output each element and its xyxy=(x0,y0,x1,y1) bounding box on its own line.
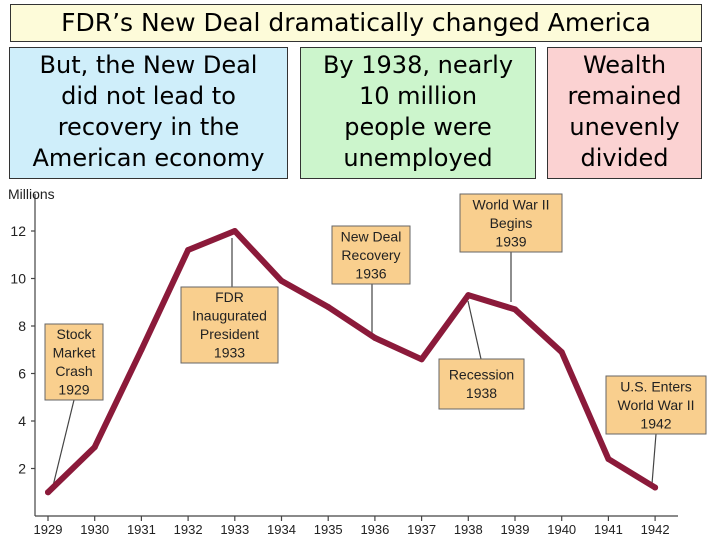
x-tick-label: 1935 xyxy=(314,522,343,537)
annotation-label: FDR xyxy=(215,289,244,305)
annotation-label: 1942 xyxy=(640,415,671,431)
y-tick-label: 12 xyxy=(10,223,26,239)
slide-title: FDR’s New Deal dramatically changed Amer… xyxy=(10,4,702,42)
wealth-note-line: unevenly xyxy=(569,113,680,141)
annotation-box xyxy=(605,375,707,435)
annotation-labels: Stock Market Crash 1929 FDR Inaugurated Presid… xyxy=(44,193,707,435)
annotation-label: Market xyxy=(53,345,96,361)
x-tick-label: 1929 xyxy=(34,522,63,537)
annotation-label: World War II xyxy=(617,397,694,413)
annotation-label: Begins xyxy=(490,215,533,231)
recovery-note-line: did not lead to xyxy=(61,82,236,110)
unemployment-line xyxy=(45,228,659,496)
chart-axes: Millions 2 4 6 8 10 12 1929 1930 1931 1932 1933 1934… xyxy=(8,186,678,537)
recovery-note: But, the New Deal did not lead to recove… xyxy=(9,47,288,179)
unemployment-chart: Millions 2 4 6 8 10 12 1929 1930 1931 1932 1933 1934… xyxy=(8,186,707,537)
x-tick-label: 1939 xyxy=(501,522,530,537)
annotation-label: 1939 xyxy=(495,233,526,249)
annotation-label: 1938 xyxy=(466,385,497,401)
annotation-label: 1929 xyxy=(58,382,89,398)
recovery-note-line: recovery in the xyxy=(57,113,240,141)
annotation-leader-line xyxy=(467,300,482,360)
unemployment-note-line: people were xyxy=(344,113,492,141)
x-tick-label: 1940 xyxy=(547,522,576,537)
annotation-label: Crash xyxy=(55,363,92,379)
wealth-note-line: Wealth xyxy=(582,51,667,79)
wealth-note-line: remained xyxy=(567,82,682,110)
x-tick-label: 1938 xyxy=(454,522,483,537)
annotation-label: World War II xyxy=(472,196,549,212)
annotation-leader-line xyxy=(651,433,657,485)
wealth-note: Wealth remained unevenly divided xyxy=(547,47,702,179)
unemployment-note-line: 10 million xyxy=(358,82,478,110)
unemployment-note-line: unemployed xyxy=(343,144,493,172)
annotation-label: 1936 xyxy=(355,265,386,281)
x-tick-label: 1932 xyxy=(174,522,203,537)
annotation-label: Recovery xyxy=(341,247,400,263)
x-tick-label: 1934 xyxy=(267,522,296,537)
y-axis-title: Millions xyxy=(8,186,55,202)
recovery-note-line: American economy xyxy=(32,144,265,172)
y-tick-label: 4 xyxy=(18,413,26,429)
x-tick-label: 1930 xyxy=(80,522,109,537)
annotation-label: U.S. Enters xyxy=(620,378,692,394)
unemployment-note: By 1938, nearly 10 million people were u… xyxy=(300,47,536,179)
annotation-box xyxy=(44,323,104,401)
annotation-label: Inaugurated xyxy=(192,308,267,324)
annotation-label: New Deal xyxy=(341,228,402,244)
x-tick-label: 1933 xyxy=(220,522,249,537)
x-tick-label: 1937 xyxy=(407,522,436,537)
annotation-box xyxy=(438,358,525,410)
annotation-label: 1933 xyxy=(214,345,245,361)
y-tick-label: 8 xyxy=(18,318,26,334)
x-tick-label: 1941 xyxy=(594,522,623,537)
annotation-label: Recession xyxy=(449,367,514,383)
y-tick-label: 10 xyxy=(10,271,26,287)
annotation-leader-line xyxy=(51,399,75,491)
x-tick-label: 1931 xyxy=(127,522,156,537)
wealth-note-line: divided xyxy=(580,144,669,172)
annotation-label: President xyxy=(200,326,259,342)
y-tick-label: 2 xyxy=(18,461,26,477)
x-tick-label: 1936 xyxy=(360,522,389,537)
annotation-box xyxy=(331,225,411,285)
annotation-box xyxy=(180,286,279,364)
annotation-box xyxy=(459,193,563,253)
x-tick-label: 1942 xyxy=(641,522,670,537)
unemployment-note-line: By 1938, nearly xyxy=(322,51,514,79)
annotation-leaders xyxy=(51,238,657,491)
annotation-label: Stock xyxy=(56,326,92,342)
y-tick-label: 6 xyxy=(18,366,26,382)
recovery-note-line: But, the New Deal xyxy=(39,51,258,79)
